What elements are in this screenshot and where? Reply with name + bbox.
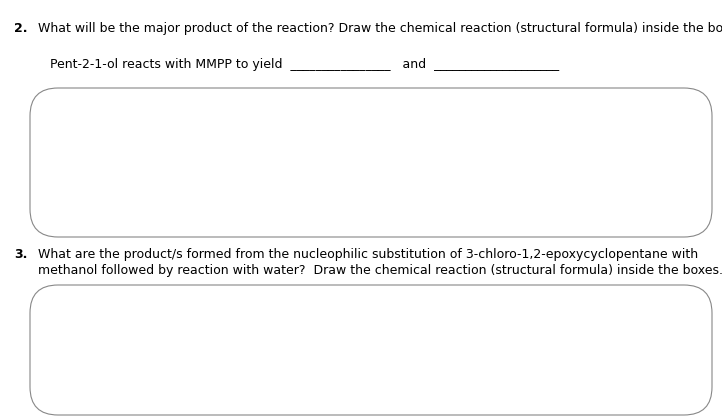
Text: 2.: 2.	[14, 22, 27, 35]
Text: 3.: 3.	[14, 248, 27, 261]
Text: Pent-2-1-ol reacts with MMPP to yield  ________________   and  _________________: Pent-2-1-ol reacts with MMPP to yield __…	[50, 58, 559, 71]
Text: What will be the major product of the reaction? Draw the chemical reaction (stru: What will be the major product of the re…	[38, 22, 722, 35]
Text: What are the product/s formed from the nucleophilic substitution of 3-chloro-1,2: What are the product/s formed from the n…	[38, 248, 698, 261]
FancyBboxPatch shape	[30, 88, 712, 237]
FancyBboxPatch shape	[30, 285, 712, 415]
Text: methanol followed by reaction with water?  Draw the chemical reaction (structura: methanol followed by reaction with water…	[38, 264, 722, 277]
